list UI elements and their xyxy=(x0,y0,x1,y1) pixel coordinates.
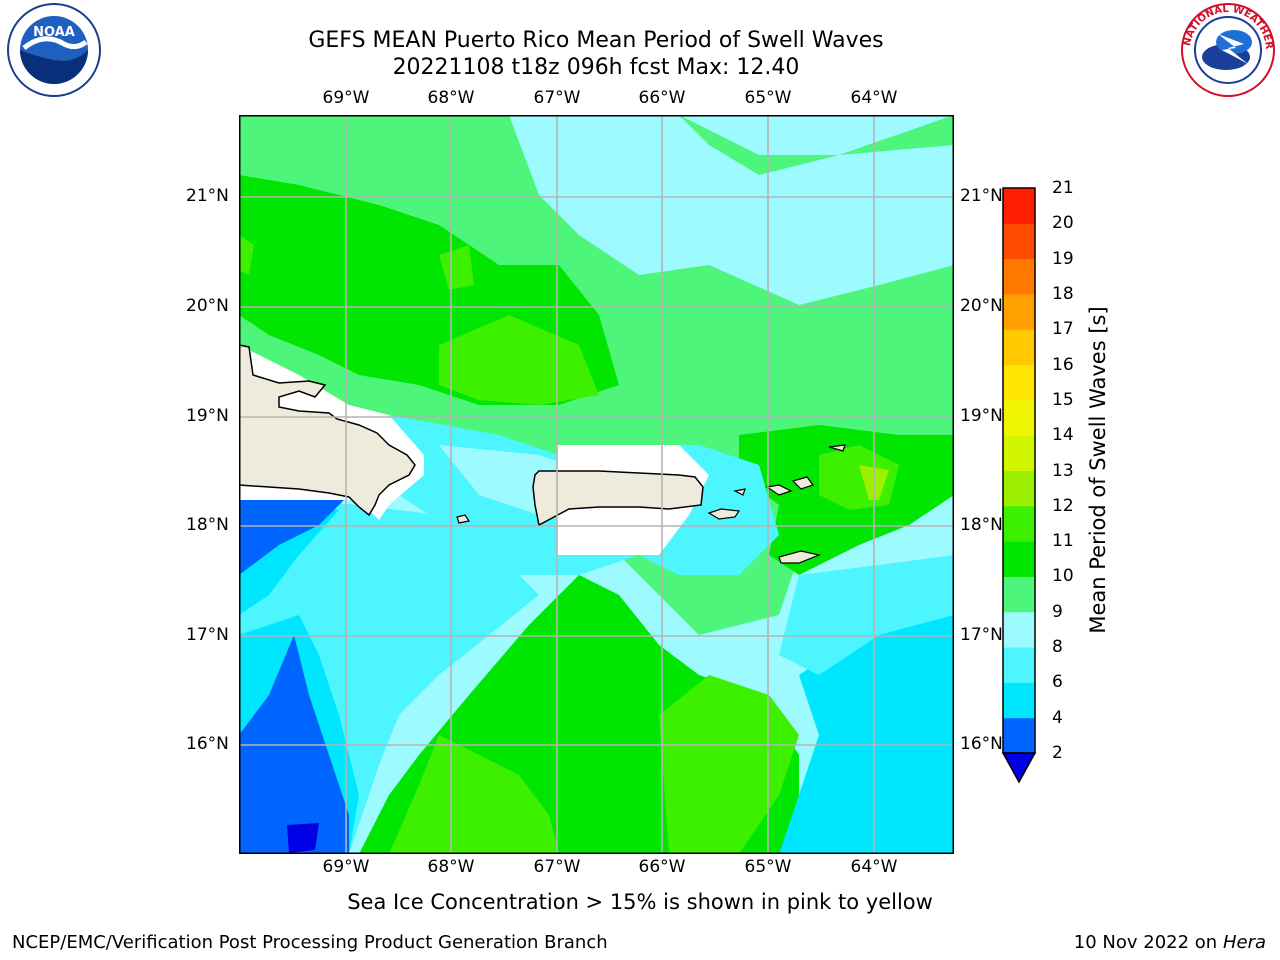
colorbar-segment xyxy=(1003,364,1035,401)
lat-label-right: 20°N xyxy=(960,296,1003,316)
colorbar-segment xyxy=(1003,470,1035,507)
colorbar-tick-label: 10 xyxy=(1052,566,1074,587)
lon-label-top: 65°W xyxy=(744,88,792,108)
colorbar-tick-label: 4 xyxy=(1052,707,1063,728)
colorbar-tick-label: 15 xyxy=(1052,389,1074,410)
colorbar-tick-label: 19 xyxy=(1052,248,1074,269)
machine-name: Hera xyxy=(1222,932,1266,953)
colorbar xyxy=(1001,187,1037,784)
colorbar-segment xyxy=(1003,647,1035,683)
colorbar-segment xyxy=(1003,188,1035,224)
colorbar-segment xyxy=(1003,611,1035,648)
lat-label-left: 21°N xyxy=(186,186,229,206)
colorbar-tick-label: 14 xyxy=(1052,425,1074,446)
nws-logo: NATIONAL WEATHER SERVICE xyxy=(1178,2,1275,97)
map-plot xyxy=(239,115,954,854)
lon-label-bottom: 65°W xyxy=(744,857,792,877)
colorbar-segment xyxy=(1003,223,1035,260)
colorbar-segment xyxy=(1003,576,1035,613)
lat-label-left: 17°N xyxy=(186,625,229,645)
lon-label-bottom: 69°W xyxy=(322,857,370,877)
lon-label-bottom: 64°W xyxy=(850,857,898,877)
lon-label-top: 64°W xyxy=(850,88,898,108)
lon-label-top: 66°W xyxy=(638,88,686,108)
colorbar-tick-label: 20 xyxy=(1052,213,1074,234)
colorbar-tick-label: 9 xyxy=(1052,601,1063,622)
colorbar-tick-label: 2 xyxy=(1052,743,1063,763)
lat-label-right: 16°N xyxy=(960,734,1003,754)
lat-label-right: 19°N xyxy=(960,406,1003,426)
lat-label-right: 17°N xyxy=(960,625,1003,645)
colorbar-segment xyxy=(1003,329,1035,366)
colorbar-tick-label: 8 xyxy=(1052,637,1063,658)
lat-label-left: 20°N xyxy=(186,296,229,316)
lon-label-bottom: 66°W xyxy=(638,857,686,877)
colorbar-tick-label: 12 xyxy=(1052,495,1074,516)
colorbar-tick-label: 6 xyxy=(1052,672,1063,693)
map-frame xyxy=(239,115,954,854)
noaa-logo-text: NOAA xyxy=(33,25,75,40)
sea-ice-note: Sea Ice Concentration > 15% is shown in … xyxy=(347,890,933,914)
colorbar-segment xyxy=(1003,717,1035,754)
lon-label-top: 67°W xyxy=(533,88,581,108)
colorbar-tick-label: 17 xyxy=(1052,319,1074,340)
colorbar-extend-arrow xyxy=(1001,752,1037,784)
colorbar-segment xyxy=(1003,435,1035,471)
colorbar-segment xyxy=(1003,399,1035,436)
lon-label-bottom: 67°W xyxy=(533,857,581,877)
colorbar-segment xyxy=(1003,541,1035,577)
colorbar-tick-label: 13 xyxy=(1052,460,1074,481)
lat-label-right: 21°N xyxy=(960,186,1003,206)
colorbar-segment xyxy=(1003,682,1035,719)
swell-period-field xyxy=(239,115,954,854)
colorbar-label: Mean Period of Swell Waves [s] xyxy=(1086,306,1110,634)
run-date-text: 10 Nov 2022 on xyxy=(1073,932,1218,953)
lat-label-left: 16°N xyxy=(186,734,229,754)
colorbar-segment xyxy=(1003,505,1035,542)
lat-label-left: 18°N xyxy=(186,515,229,535)
lon-label-top: 69°W xyxy=(322,88,370,108)
chart-subtitle: 20221108 t18z 096h fcst Max: 12.40 xyxy=(392,55,800,80)
graticule xyxy=(239,115,954,854)
lon-label-bottom: 68°W xyxy=(427,857,475,877)
lat-label-right: 18°N xyxy=(960,515,1003,535)
colorbar-tick-label: 11 xyxy=(1052,531,1074,552)
colorbar-tick-label: 16 xyxy=(1052,354,1074,375)
lat-label-left: 19°N xyxy=(186,406,229,426)
colorbar-segment xyxy=(1003,293,1035,330)
run-date: 10 Nov 2022 on Hera xyxy=(1074,932,1266,953)
colorbar-tick-label: 18 xyxy=(1052,283,1074,304)
lon-label-top: 68°W xyxy=(427,88,475,108)
credit-text: NCEP/EMC/Verification Post Processing Pr… xyxy=(12,932,608,953)
noaa-logo: NOAA xyxy=(7,3,101,97)
colorbar-segment xyxy=(1003,258,1035,295)
chart-title: GEFS MEAN Puerto Rico Mean Period of Swe… xyxy=(308,28,884,53)
colorbar-tick-label: 21 xyxy=(1052,178,1074,198)
